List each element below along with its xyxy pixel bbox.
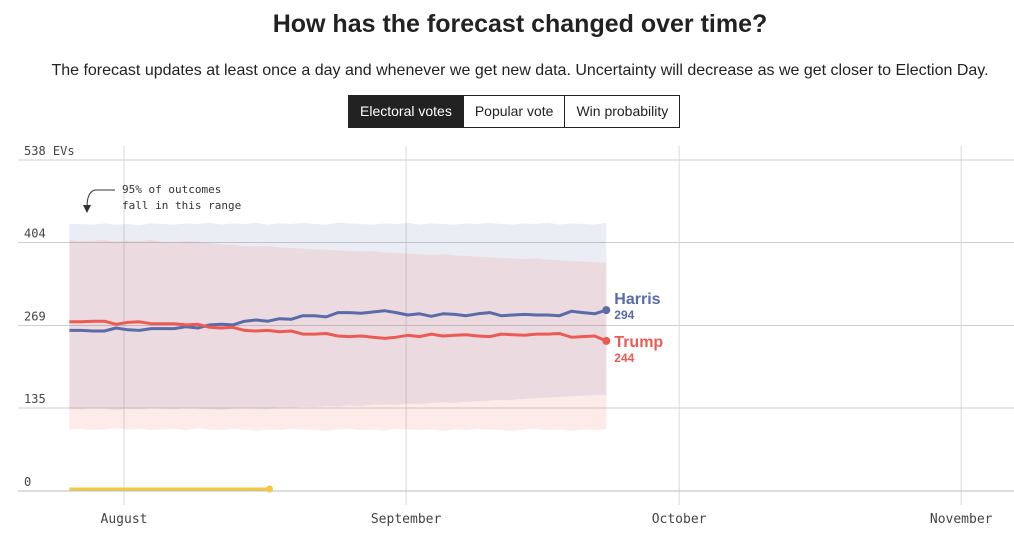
x-tick-label: September (371, 512, 442, 527)
annotation-line-1: 95% of outcomes (122, 183, 221, 196)
range-annotation: 95% of outcomes fall in this range (83, 183, 241, 213)
y-axis-labels: 538 EVs 404 269 135 0 (24, 144, 75, 489)
label-trump: Trump (614, 334, 663, 351)
chart-view-tabs: Electoral votes Popular vote Win probabi… (348, 95, 681, 128)
y-tick-label: 0 (24, 475, 31, 489)
tab-electoral-votes[interactable]: Electoral votes (349, 96, 463, 127)
x-axis-labels: August September October November (101, 512, 993, 527)
timeline-bar-end (266, 485, 273, 493)
band-harris (69, 222, 607, 410)
y-tick-label: 538 EVs (24, 144, 75, 158)
y-tick-label: 269 (24, 310, 46, 324)
label-harris: Harris (614, 291, 660, 308)
line-harris (69, 308, 607, 333)
tab-popular-vote[interactable]: Popular vote (462, 96, 565, 127)
x-tick-label: October (652, 512, 707, 527)
annotation-arrow (86, 189, 115, 208)
end-dot-trump (602, 336, 611, 345)
x-tick-label: August (101, 512, 148, 527)
line-trump (69, 319, 607, 343)
annotation-line-2: fall in this range (122, 199, 241, 212)
x-tick-label: November (930, 512, 993, 527)
y-tick-label: 404 (24, 226, 46, 240)
uncertainty-bands (69, 222, 607, 431)
y-tick-label: 135 (24, 392, 46, 406)
end-dot-harris (602, 306, 611, 315)
page-title: How has the forecast changed over time? (272, 10, 768, 38)
value-trump: 244 (614, 351, 634, 365)
page-subtitle: The forecast updates at least once a day… (51, 62, 989, 79)
tab-win-probability[interactable]: Win probability (564, 96, 680, 127)
series-lines (69, 306, 611, 493)
annotation-arrowhead (83, 205, 91, 213)
value-harris: 294 (614, 308, 634, 322)
